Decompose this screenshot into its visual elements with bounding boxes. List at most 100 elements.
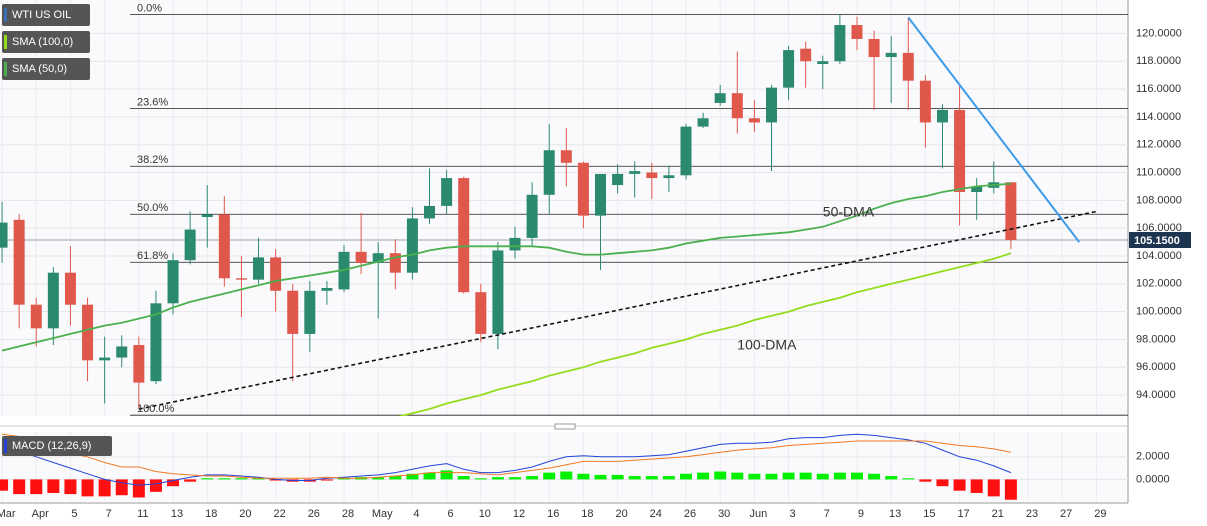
histogram-bar bbox=[269, 479, 282, 481]
candle-body bbox=[936, 109, 948, 123]
legend-swatch bbox=[4, 439, 7, 453]
histogram-bar bbox=[594, 474, 607, 480]
legend-label: MACD (12,26,9) bbox=[12, 440, 91, 452]
fibonacci-label: 100.0% bbox=[137, 403, 175, 415]
candle-body bbox=[99, 357, 111, 361]
histogram-bar bbox=[13, 479, 26, 495]
candle-body bbox=[321, 288, 333, 291]
candle-body bbox=[868, 38, 880, 58]
candle-body bbox=[167, 260, 179, 304]
candle-body bbox=[783, 50, 795, 88]
x-tick-label: 20 bbox=[615, 508, 627, 520]
candle-body bbox=[663, 175, 675, 179]
x-tick-label: 12 bbox=[513, 508, 525, 520]
main-pane bbox=[0, 0, 1128, 416]
candle-body bbox=[526, 194, 538, 238]
histogram-bar bbox=[149, 479, 162, 492]
fibonacci-label: 50.0% bbox=[137, 202, 168, 214]
candle-body bbox=[646, 172, 658, 179]
candle-body bbox=[458, 178, 470, 293]
histogram-bar bbox=[235, 478, 248, 480]
candle-body bbox=[612, 173, 624, 186]
candle-body bbox=[971, 186, 983, 192]
candle-body bbox=[919, 80, 931, 123]
histogram-bar bbox=[953, 479, 966, 491]
histogram-bar bbox=[132, 479, 145, 498]
histogram-bar bbox=[970, 479, 983, 493]
y-tick-label: 106.0000 bbox=[1136, 222, 1182, 234]
y-tick-label: 108.0000 bbox=[1136, 194, 1182, 206]
histogram-bar bbox=[457, 476, 470, 480]
histogram-bar bbox=[679, 473, 692, 480]
histogram-bar bbox=[1004, 479, 1017, 500]
candle-body bbox=[201, 214, 213, 218]
legend-box bbox=[2, 436, 112, 456]
histogram-bar bbox=[474, 478, 487, 480]
candle-body bbox=[82, 304, 94, 361]
y-tick-label: 100.0000 bbox=[1136, 306, 1182, 318]
candle-body bbox=[116, 346, 128, 358]
candle-body bbox=[13, 219, 25, 305]
y-tick-label: 120.0000 bbox=[1136, 27, 1182, 39]
trend-line bbox=[907, 16, 1081, 243]
x-tick-label: 18 bbox=[581, 508, 593, 520]
candle-body bbox=[406, 218, 418, 273]
histogram-bar bbox=[782, 472, 795, 480]
x-tick-label: 9 bbox=[858, 508, 864, 520]
histogram-bar bbox=[81, 479, 94, 497]
y-tick-label: 94.0000 bbox=[1136, 389, 1176, 401]
candle-body bbox=[509, 237, 521, 251]
y-tick-label: 110.0000 bbox=[1136, 166, 1181, 178]
candle-body bbox=[577, 162, 589, 216]
x-tick-label: 23 bbox=[1026, 508, 1038, 520]
y-tick-label: 112.0000 bbox=[1136, 139, 1181, 151]
moving-average-line bbox=[1, 182, 1011, 352]
pane-resize-handle[interactable] bbox=[554, 423, 576, 430]
candle-body bbox=[885, 52, 897, 58]
candle-body bbox=[441, 178, 453, 206]
candle-body bbox=[218, 214, 230, 279]
candle-body bbox=[954, 109, 966, 192]
candle-body bbox=[800, 48, 812, 62]
legend-swatch bbox=[4, 62, 7, 76]
y-tick-label: 114.0000 bbox=[1136, 111, 1181, 123]
histogram-bar bbox=[577, 473, 590, 480]
y-tick-label: 102.0000 bbox=[1136, 278, 1182, 290]
histogram-bar bbox=[218, 478, 231, 480]
histogram-bar bbox=[816, 473, 829, 480]
candle-body bbox=[355, 251, 367, 263]
candle-body bbox=[150, 303, 162, 382]
candle-body bbox=[424, 205, 436, 219]
histogram-bar bbox=[765, 473, 778, 480]
candle-body bbox=[133, 345, 145, 383]
x-tick-label: 4 bbox=[413, 508, 419, 520]
last-price-label: 105.1500 bbox=[1134, 235, 1180, 247]
histogram-bar bbox=[748, 473, 761, 480]
candle-body bbox=[765, 87, 777, 123]
fibonacci-label: 38.2% bbox=[137, 154, 168, 166]
histogram-bar bbox=[628, 476, 641, 480]
x-tick-label: 21 bbox=[992, 508, 1004, 520]
candle-body bbox=[680, 126, 692, 176]
histogram-bar bbox=[30, 479, 43, 495]
fibonacci-label: 0.0% bbox=[137, 2, 162, 14]
candle-body bbox=[748, 118, 760, 123]
candle-body bbox=[697, 118, 709, 127]
histogram-bar bbox=[440, 470, 453, 480]
candle-body bbox=[372, 253, 384, 263]
candle-body bbox=[235, 278, 247, 280]
histogram-bar bbox=[372, 477, 385, 480]
x-tick-label: 7 bbox=[824, 508, 830, 520]
histogram-bar bbox=[526, 476, 539, 480]
histogram-bar bbox=[543, 472, 556, 480]
histogram-bar bbox=[389, 476, 402, 480]
y-tick-label: 116.0000 bbox=[1136, 83, 1181, 95]
histogram-bar bbox=[0, 479, 9, 491]
histogram-bar bbox=[731, 472, 744, 480]
x-tick-label: 6 bbox=[448, 508, 454, 520]
fibonacci-label: 23.6% bbox=[137, 96, 168, 108]
x-tick-label: 22 bbox=[274, 508, 286, 520]
candle-body bbox=[543, 150, 555, 195]
legend-box bbox=[2, 31, 90, 53]
